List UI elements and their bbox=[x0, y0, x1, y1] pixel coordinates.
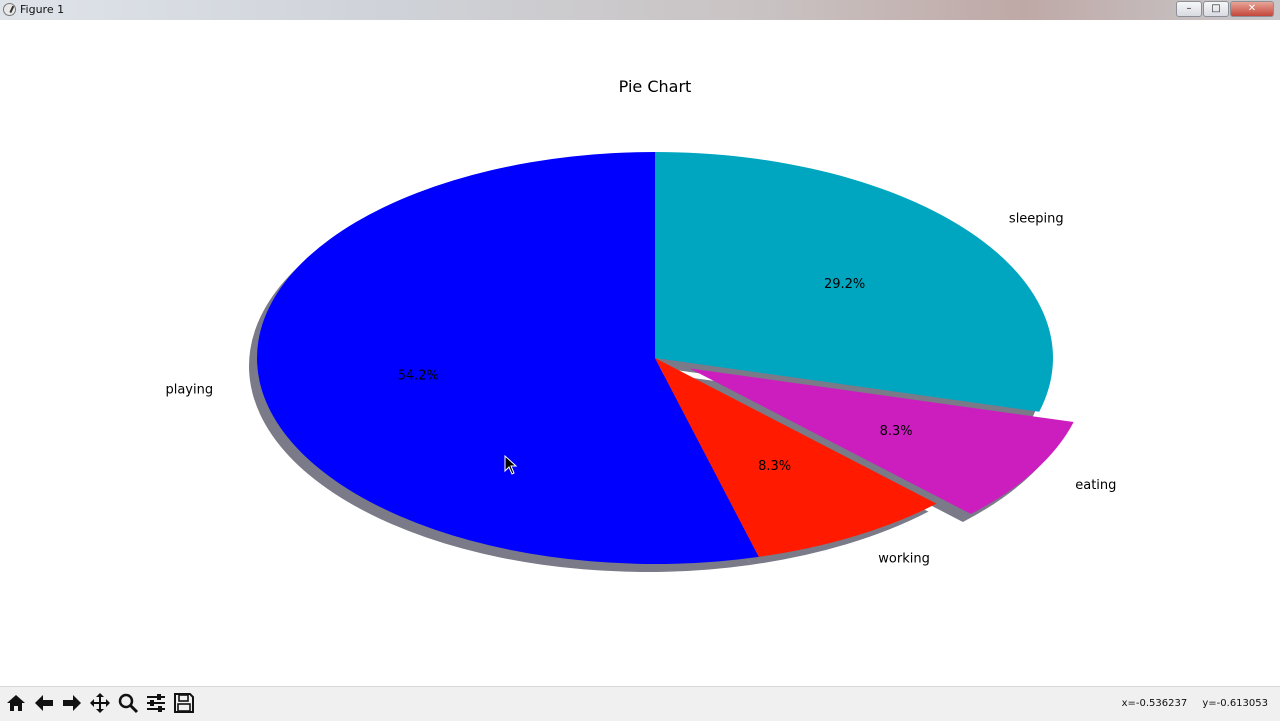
configure-subplots-icon[interactable] bbox=[143, 690, 169, 716]
pct-label-playing: 54.2% bbox=[398, 368, 439, 383]
pct-label-eating: 8.3% bbox=[880, 424, 913, 439]
window-controls: – □ ✕ bbox=[1176, 1, 1274, 17]
back-icon[interactable] bbox=[31, 690, 57, 716]
y-coordinate: y=-0.613053 bbox=[1202, 698, 1268, 709]
matplotlib-app-icon bbox=[3, 3, 16, 16]
slice-working bbox=[655, 358, 937, 557]
close-button[interactable]: ✕ bbox=[1230, 1, 1274, 17]
chart-title: Pie Chart bbox=[619, 77, 692, 96]
label-eating: eating bbox=[1075, 478, 1116, 493]
pan-icon[interactable] bbox=[87, 690, 113, 716]
minimize-button[interactable]: – bbox=[1176, 1, 1202, 17]
zoom-icon[interactable] bbox=[115, 690, 141, 716]
title-bar[interactable]: Figure 1 – □ ✕ bbox=[0, 0, 1280, 20]
pct-label-working: 8.3% bbox=[758, 459, 791, 474]
pct-label-sleeping: 29.2% bbox=[824, 277, 865, 292]
label-playing: playing bbox=[165, 382, 213, 397]
label-working: working bbox=[878, 552, 930, 567]
label-sleeping: sleeping bbox=[1009, 212, 1064, 227]
x-coordinate: x=-0.536237 bbox=[1121, 698, 1188, 709]
pie-slices bbox=[256, 152, 1074, 564]
slice-playing bbox=[256, 152, 759, 564]
navigation-toolbar: x=-0.536237 y=-0.613053 bbox=[0, 686, 1280, 721]
maximize-button[interactable]: □ bbox=[1203, 1, 1229, 17]
cursor-coordinates: x=-0.536237 y=-0.613053 bbox=[1110, 698, 1268, 709]
mouse-cursor-icon bbox=[504, 454, 518, 475]
forward-icon[interactable] bbox=[59, 690, 85, 716]
figure-canvas[interactable]: Pie Chart playing 54.2% working 8.3% eating 8… bbox=[0, 20, 1280, 686]
slice-sleeping bbox=[655, 152, 1053, 412]
slice-eating bbox=[689, 368, 1074, 514]
window-title: Figure 1 bbox=[20, 3, 65, 16]
slice-labels: playing 54.2% working 8.3% eating 8.3% sleepin… bbox=[165, 212, 1116, 567]
home-icon[interactable] bbox=[3, 690, 29, 716]
save-icon[interactable] bbox=[171, 690, 197, 716]
pie-chart: Pie Chart playing 54.2% working 8.3% eating 8… bbox=[165, 77, 1116, 572]
